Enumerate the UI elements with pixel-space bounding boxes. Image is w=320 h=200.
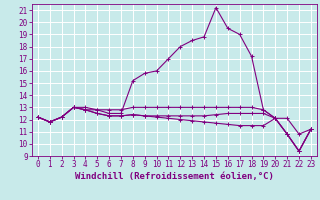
X-axis label: Windchill (Refroidissement éolien,°C): Windchill (Refroidissement éolien,°C)	[75, 172, 274, 181]
